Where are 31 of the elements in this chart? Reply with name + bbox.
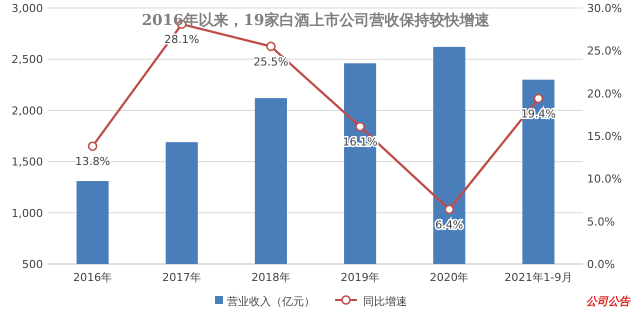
x-tick-label: 2016年 bbox=[73, 271, 112, 284]
point bbox=[355, 122, 365, 132]
point bbox=[534, 94, 544, 104]
legend-label: 营业收入（亿元） bbox=[227, 295, 315, 308]
y-tick-label: 2,000 bbox=[12, 104, 43, 118]
y2-tick-label: 30.0% bbox=[587, 2, 622, 15]
legend-label: 同比增速 bbox=[363, 295, 407, 308]
text: 公司公告 bbox=[586, 295, 631, 308]
x-tick-label: 2017年 bbox=[162, 271, 202, 284]
y-tick-label: 1,000 bbox=[12, 206, 43, 220]
data-label: 13.8% bbox=[75, 155, 110, 168]
x-tick-label: 2018年 bbox=[251, 271, 290, 284]
y-tick-label: 3,000 bbox=[12, 2, 43, 15]
y2-tick-label: 15.0% bbox=[587, 130, 622, 143]
y2-tick-label: 10.0% bbox=[587, 172, 622, 186]
y-tick-label: 2,500 bbox=[12, 53, 43, 66]
data-label: 25.5% bbox=[253, 55, 288, 68]
y2-tick-label: 0.0% bbox=[587, 258, 615, 271]
point bbox=[88, 141, 98, 151]
x-tick-label: 2020年 bbox=[430, 271, 469, 284]
y-tick-label: 500 bbox=[22, 258, 43, 271]
chart-title: 2016年以来，19家白酒上市公司营收保持较快增速 bbox=[142, 11, 490, 29]
y2-tick-label: 5.0% bbox=[587, 215, 615, 228]
x-tick-label: 2019年 bbox=[340, 271, 380, 284]
data-label: 6.4% bbox=[435, 218, 464, 232]
point bbox=[444, 204, 454, 214]
y2-tick-label: 25.0% bbox=[587, 44, 622, 58]
x-tick-label: 2021年1-9月 bbox=[504, 271, 572, 284]
point bbox=[266, 42, 276, 52]
y2-tick-label: 20.0% bbox=[587, 87, 622, 100]
y-tick-label: 1,500 bbox=[12, 156, 43, 169]
